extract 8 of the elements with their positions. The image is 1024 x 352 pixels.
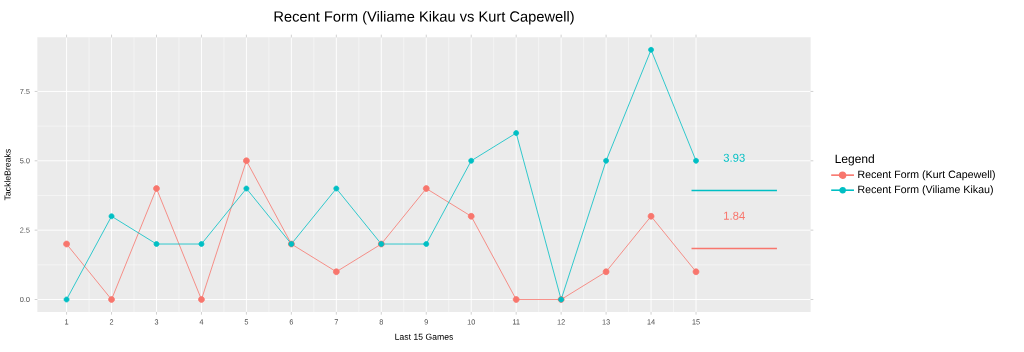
y-axis-title: TackleBreaks xyxy=(4,149,11,201)
chart-title: Recent Form (Viliame Kikau vs Kurt Capewell) xyxy=(274,10,574,25)
legend-label: Recent Form (Viliame Kikau) xyxy=(858,185,993,196)
legend-label: Recent Form (Kurt Capewell) xyxy=(858,170,995,181)
data-label: 3.93 xyxy=(723,153,745,162)
data-label: 1.84 xyxy=(724,211,745,220)
legend-title: Legend xyxy=(835,154,874,166)
x-axis-title: Last 15 Games xyxy=(395,333,454,340)
